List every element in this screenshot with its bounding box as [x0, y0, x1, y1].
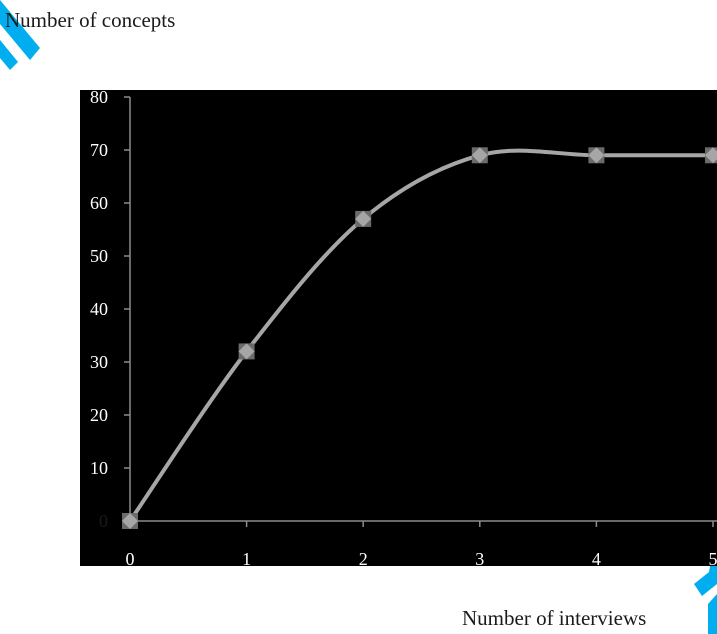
x-tick-label: 3: [475, 549, 484, 569]
x-tick-label: 4: [592, 549, 601, 569]
x-tick-label: 1: [242, 549, 251, 569]
data-point: [705, 147, 717, 164]
x-tick-label: 2: [359, 549, 368, 569]
y-tick-label: 10: [90, 458, 108, 478]
x-axis-title: Number of interviews: [462, 606, 647, 630]
y-tick-label: 60: [90, 193, 108, 213]
y-tick-label: 70: [90, 140, 108, 160]
watermark-fragment-left: [0, 0, 40, 70]
y-axis-title: Number of concepts: [5, 8, 176, 32]
y-tick-label: 0: [99, 511, 108, 531]
data-point: [122, 513, 138, 529]
x-tick-label: 0: [126, 549, 135, 569]
plot-area: [80, 90, 717, 566]
y-tick-label: 20: [90, 405, 108, 425]
y-tick-label: 40: [90, 299, 108, 319]
x-tick-label: 5: [709, 549, 717, 569]
y-tick-label: 80: [90, 87, 108, 107]
data-point: [238, 343, 255, 360]
x-axis: 0 1 2 3 4 5: [126, 520, 717, 569]
data-point: [355, 210, 372, 227]
y-axis: 0 10 20 30 40 50 60 70 80: [90, 87, 131, 531]
series-layer: [122, 147, 717, 529]
y-tick-label: 50: [90, 246, 108, 266]
data-point: [588, 147, 605, 164]
data-point: [471, 147, 488, 164]
watermark-fragment-right: [694, 524, 717, 634]
y-tick-label: 30: [90, 352, 108, 372]
